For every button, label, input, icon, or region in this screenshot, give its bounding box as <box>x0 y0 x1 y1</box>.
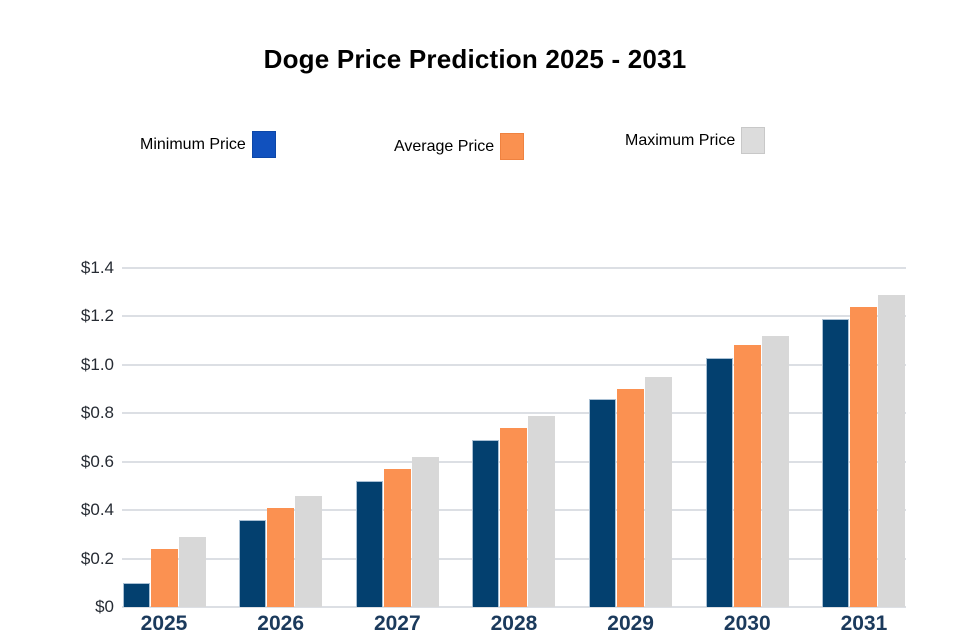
bar-group-2026 <box>239 496 323 607</box>
x-axis-label-2031: 2031 <box>840 612 888 635</box>
y-tick-label-0: $0 <box>95 597 114 616</box>
bar-group-2029 <box>589 377 673 607</box>
bar-2025-minimum-price <box>122 583 150 607</box>
x-axis-label-2029: 2029 <box>607 612 654 635</box>
bar-group-2031 <box>822 295 906 607</box>
chart-title: Doge Price Prediction 2025 - 2031 <box>263 44 687 74</box>
y-tick-label-0.8: $0.8 <box>80 403 114 422</box>
y-tick-label-1.4: $1.4 <box>80 258 114 277</box>
bars-layer <box>122 268 906 607</box>
bar-2028-maximum-price <box>528 416 556 607</box>
legend-swatch-minimum-price <box>251 131 276 158</box>
bar-2026-maximum-price <box>295 496 323 607</box>
legend-label: Minimum Price <box>140 135 246 153</box>
bar-2030-maximum-price <box>761 336 789 607</box>
y-tick-label-0.2: $0.2 <box>80 549 114 568</box>
x-axis-label-2030: 2030 <box>723 612 771 635</box>
bar-2026-average-price <box>267 508 295 607</box>
bar-2031-average-price <box>850 307 878 607</box>
gridline-0 <box>122 606 906 608</box>
bar-2029-average-price <box>617 389 645 607</box>
plot-area <box>122 267 906 608</box>
bar-group-2025 <box>122 537 206 607</box>
x-axis-label-2026: 2026 <box>257 612 305 635</box>
gridline-1.2 <box>122 315 906 317</box>
y-tick-label-1.0: $1.0 <box>80 355 114 374</box>
legend-label: Average Price <box>394 137 495 155</box>
bar-2027-average-price <box>383 469 411 607</box>
bar-2029-minimum-price <box>589 399 617 607</box>
x-axis-labels: 2025 2026 2027 2028 2029 2030 2031 <box>122 612 906 636</box>
bar-2028-minimum-price <box>472 440 500 607</box>
bar-2030-average-price <box>733 345 761 607</box>
y-tick-label-1.2: $1.2 <box>80 306 114 325</box>
x-axis-label-2028: 2028 <box>490 612 538 635</box>
bar-group-2028 <box>472 416 556 607</box>
bar-2028-average-price <box>500 428 528 607</box>
legend-item-maximum-price: Maximum Price <box>625 127 766 154</box>
bar-group-2030 <box>705 336 789 607</box>
y-tick-label-0.6: $0.6 <box>80 452 114 471</box>
bar-2027-maximum-price <box>411 457 439 607</box>
bar-2025-average-price <box>150 549 178 607</box>
gridline-1.0 <box>122 364 906 366</box>
bar-2030-minimum-price <box>705 358 733 607</box>
legend-swatch-maximum-price <box>741 127 766 154</box>
x-axis-label-2025: 2025 <box>140 612 188 635</box>
legend-swatch-average-price <box>500 133 525 160</box>
legend-item-minimum-price: Minimum Price <box>140 131 276 158</box>
bar-2027-minimum-price <box>355 481 383 607</box>
bar-group-2027 <box>355 457 439 607</box>
legend-label: Maximum Price <box>625 131 736 149</box>
bar-2031-minimum-price <box>822 319 850 607</box>
bar-2029-maximum-price <box>645 377 673 607</box>
y-axis-tick-labels: $0 $0.2 $0.4 $0.6 $0.8 $1.0 $1.2 $1.4 <box>0 258 114 616</box>
gridline-0.8 <box>122 412 906 414</box>
gridline-1.4 <box>122 267 906 269</box>
legend-item-average-price: Average Price <box>394 133 525 160</box>
bar-2031-maximum-price <box>878 295 906 607</box>
bar-2025-maximum-price <box>178 537 206 607</box>
y-tick-label-0.4: $0.4 <box>80 500 114 519</box>
x-axis-label-2027: 2027 <box>373 612 421 635</box>
bar-2026-minimum-price <box>239 520 267 607</box>
